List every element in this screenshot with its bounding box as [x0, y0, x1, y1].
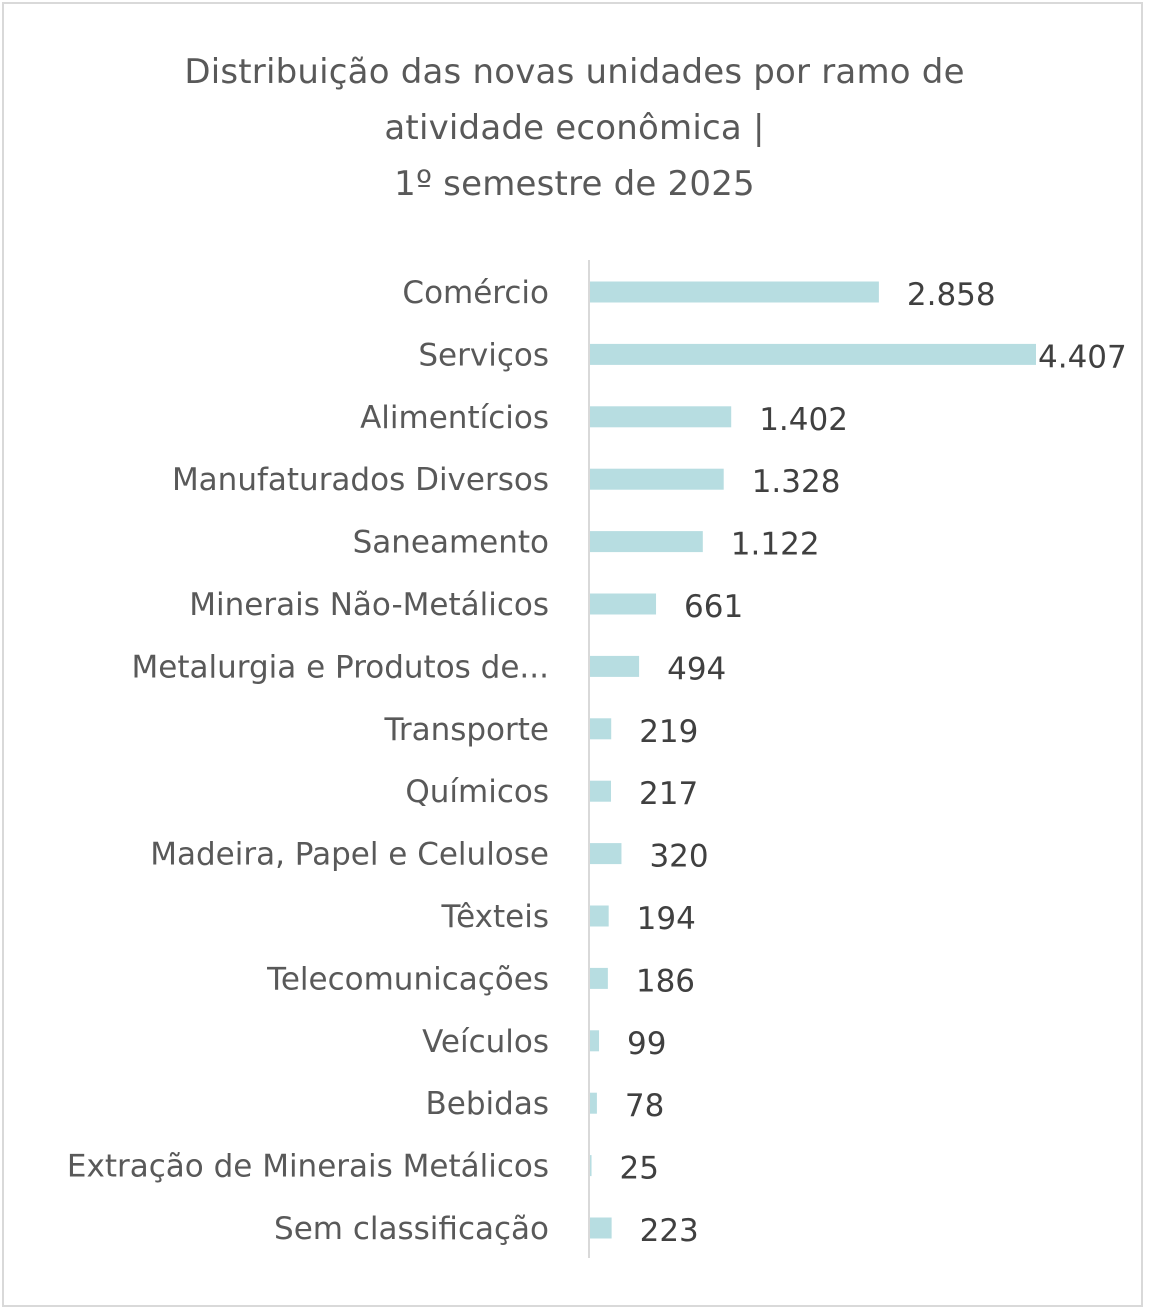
chart-title-line-1: Distribuição das novas unidades por ramo…	[184, 52, 965, 92]
data-label: 494	[667, 651, 726, 687]
bar	[589, 718, 612, 740]
chart-title: Distribuição das novas unidades por ramo…	[0, 44, 1149, 212]
bar	[589, 468, 724, 490]
data-label: 1.328	[752, 464, 841, 500]
category-label: Sem classificação	[274, 1211, 549, 1247]
bars-group: Comércio 2.858 Serviços 4.407 Alimentícios 1.…	[67, 275, 1127, 1249]
bar	[589, 1217, 612, 1239]
category-label: Veículos	[422, 1024, 549, 1060]
bar	[589, 1155, 592, 1177]
data-label: 194	[637, 901, 696, 937]
chart-title-line-2: atividade econômica |	[384, 108, 765, 148]
category-label: Madeira, Papel e Celulose	[150, 837, 549, 873]
data-label: 219	[639, 714, 698, 750]
bar	[589, 780, 612, 802]
data-label: 78	[625, 1088, 664, 1124]
bar	[589, 531, 703, 553]
category-label: Bebidas	[426, 1086, 549, 1122]
data-label: 2.858	[907, 277, 996, 313]
category-label: Alimentícios	[360, 400, 549, 436]
data-label: 4.407	[1038, 339, 1127, 375]
bar	[589, 655, 640, 677]
category-label: Químicos	[405, 774, 549, 810]
bar	[589, 967, 608, 989]
bar	[589, 905, 609, 927]
category-label: Transporte	[383, 712, 549, 748]
data-label: 1.122	[731, 527, 820, 563]
bar	[589, 1092, 597, 1114]
category-label: Extração de Minerais Metálicos	[67, 1149, 549, 1185]
category-label: Saneamento	[353, 525, 549, 561]
bar	[589, 593, 657, 615]
category-label: Têxteis	[441, 899, 549, 935]
bar	[589, 1030, 600, 1052]
category-label: Metalurgia e Produtos de...	[132, 649, 549, 685]
data-label: 320	[649, 839, 708, 875]
category-label: Telecomunicações	[266, 961, 549, 997]
data-label: 1.402	[759, 402, 848, 438]
data-label: 217	[639, 776, 698, 812]
data-label: 99	[627, 1026, 666, 1062]
chart-title-line-3: 1º semestre de 2025	[394, 164, 755, 204]
category-label: Minerais Não-Metálicos	[189, 587, 549, 623]
data-label: 25	[620, 1151, 659, 1187]
bar	[589, 843, 622, 865]
data-label: 223	[640, 1213, 699, 1249]
data-label: 661	[684, 589, 743, 625]
category-label: Serviços	[418, 337, 549, 373]
category-label: Manufaturados Diversos	[172, 462, 549, 498]
data-label: 186	[636, 963, 695, 999]
bar	[589, 406, 732, 428]
category-label: Comércio	[402, 275, 549, 311]
bar	[589, 343, 1036, 365]
bar	[589, 281, 879, 303]
